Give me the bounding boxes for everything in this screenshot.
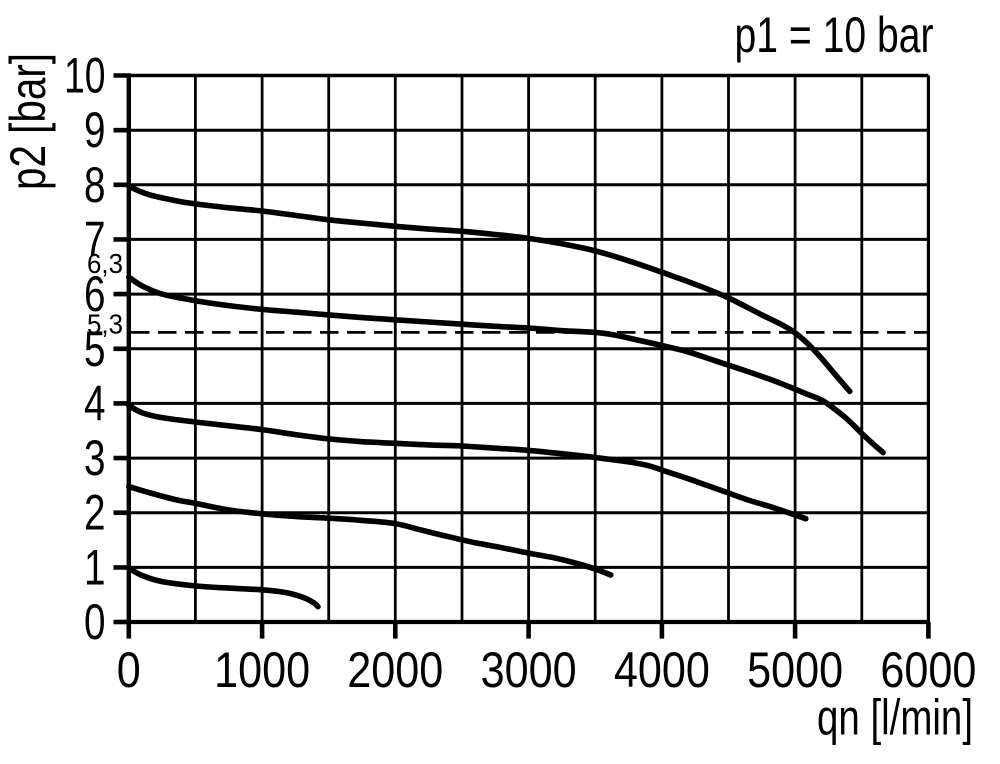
- svg-text:2000: 2000: [347, 642, 443, 698]
- svg-text:5: 5: [84, 321, 106, 377]
- svg-text:2: 2: [84, 485, 106, 541]
- svg-text:qn [l/min]: qn [l/min]: [817, 690, 973, 746]
- svg-text:3: 3: [84, 430, 106, 486]
- svg-text:0: 0: [84, 594, 106, 650]
- svg-text:6000: 6000: [880, 642, 976, 698]
- svg-text:4: 4: [84, 375, 106, 431]
- svg-text:7: 7: [84, 211, 106, 267]
- svg-text:6,3: 6,3: [87, 248, 123, 279]
- svg-text:1: 1: [84, 539, 106, 595]
- svg-text:5000: 5000: [747, 642, 843, 698]
- svg-text:3000: 3000: [481, 642, 577, 698]
- svg-text:8: 8: [84, 157, 106, 213]
- svg-text:9: 9: [84, 102, 106, 158]
- svg-text:p2 [bar]: p2 [bar]: [0, 53, 56, 190]
- svg-text:0: 0: [117, 642, 141, 698]
- svg-text:10: 10: [64, 48, 106, 104]
- svg-text:5,3: 5,3: [87, 308, 123, 339]
- svg-text:1000: 1000: [214, 642, 310, 698]
- svg-text:p1 = 10 bar: p1 = 10 bar: [735, 7, 934, 63]
- svg-text:4000: 4000: [614, 642, 710, 698]
- svg-text:6: 6: [84, 266, 106, 322]
